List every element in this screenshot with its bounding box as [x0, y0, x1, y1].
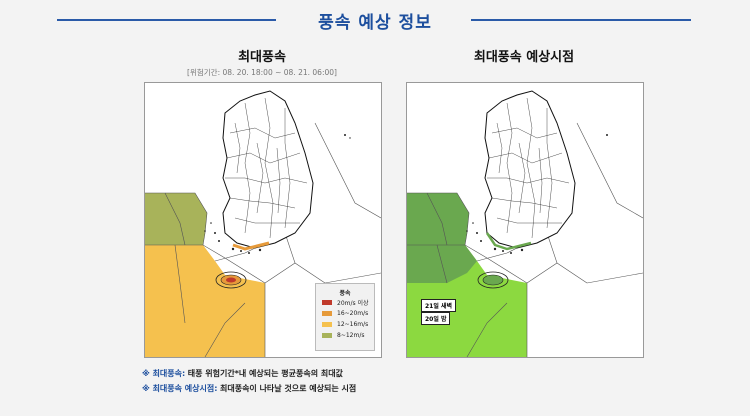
legend-swatch [322, 300, 332, 305]
title-divider-right [471, 19, 691, 21]
max-wind-map: 풍속 20m/s 이상 16~20m/s 12~16m/s 8~12m/s [144, 82, 382, 358]
footnotes: ※ 최대풍속: 태풍 위험기간*내 예상되는 평균풍속의 최대값 ※ 최대풍속 … [142, 366, 356, 396]
legend-title: 풍속 [339, 290, 351, 297]
legend-item: 8~12m/s [322, 330, 374, 341]
time-tag-night: 20일 밤 [421, 312, 451, 325]
max-wind-map-svg [145, 90, 381, 357]
footnote-1-key: ※ 최대풍속: [142, 369, 186, 378]
left-panel-title: 최대풍속 [238, 50, 286, 65]
legend-swatch [322, 322, 332, 327]
footnote-1: ※ 최대풍속: 태풍 위험기간*내 예상되는 평균풍속의 최대값 [142, 366, 356, 381]
max-wind-time-map-svg [407, 90, 643, 357]
footnote-2-key: ※ 최대풍속 예상시점: [142, 384, 218, 393]
legend-label: 8~12m/s [337, 332, 365, 339]
header: 풍속 예상 정보 [0, 8, 750, 33]
coastal-dawn [485, 232, 532, 251]
korea-land-right [484, 90, 576, 249]
wind-legend: 풍속 20m/s 이상 16~20m/s 12~16m/s 8~12m/s [315, 283, 375, 351]
zone-21-dawn-2 [437, 245, 477, 283]
right-panel-title: 최대풍속 예상시점 [473, 50, 575, 65]
islands [204, 134, 351, 254]
islands-right [466, 134, 608, 254]
footnote-1-text: 태풍 위험기간*내 예상되는 평균풍속의 최대값 [187, 369, 343, 378]
zone-12-16 [145, 245, 265, 357]
zone-8-12 [145, 193, 207, 245]
province-lines [225, 97, 308, 239]
legend-label: 20m/s 이상 [337, 300, 369, 307]
legend-swatch [322, 311, 332, 316]
coastal-16-20 [232, 241, 270, 251]
jeju-island-right [482, 274, 504, 286]
time-tag-dawn: 21일 새벽 [421, 299, 456, 312]
legend-label: 16~20m/s [337, 310, 369, 317]
korea-land [222, 90, 314, 249]
legend-item: 12~16m/s [322, 319, 374, 330]
sea-area-boundaries-right [407, 122, 643, 357]
max-wind-time-map: 21일 새벽 20일 밤 [406, 82, 644, 358]
legend-label: 12~16m/s [337, 321, 369, 328]
footnote-2-text: 최대풍속이 나타날 것으로 예상되는 시점 [219, 384, 357, 393]
legend-swatch [322, 333, 332, 338]
page-title: 풍속 예상 정보 [318, 13, 432, 33]
jeju-20plus [226, 277, 236, 283]
legend-item: 20m/s 이상 [322, 297, 374, 308]
footnote-2: ※ 최대풍속 예상시점: 최대풍속이 나타날 것으로 예상되는 시점 [142, 381, 356, 396]
jeju-outer-ring [215, 271, 247, 289]
jeju-outer-ring-right [477, 271, 509, 289]
legend-item: 16~20m/s [322, 308, 374, 319]
zone-21-dawn [407, 193, 469, 283]
left-panel-subtitle: [위험기간: 08. 20. 18:00 ~ 08. 21. 06:00] [187, 68, 337, 77]
title-divider-left [57, 19, 276, 21]
province-lines-right [487, 97, 570, 239]
